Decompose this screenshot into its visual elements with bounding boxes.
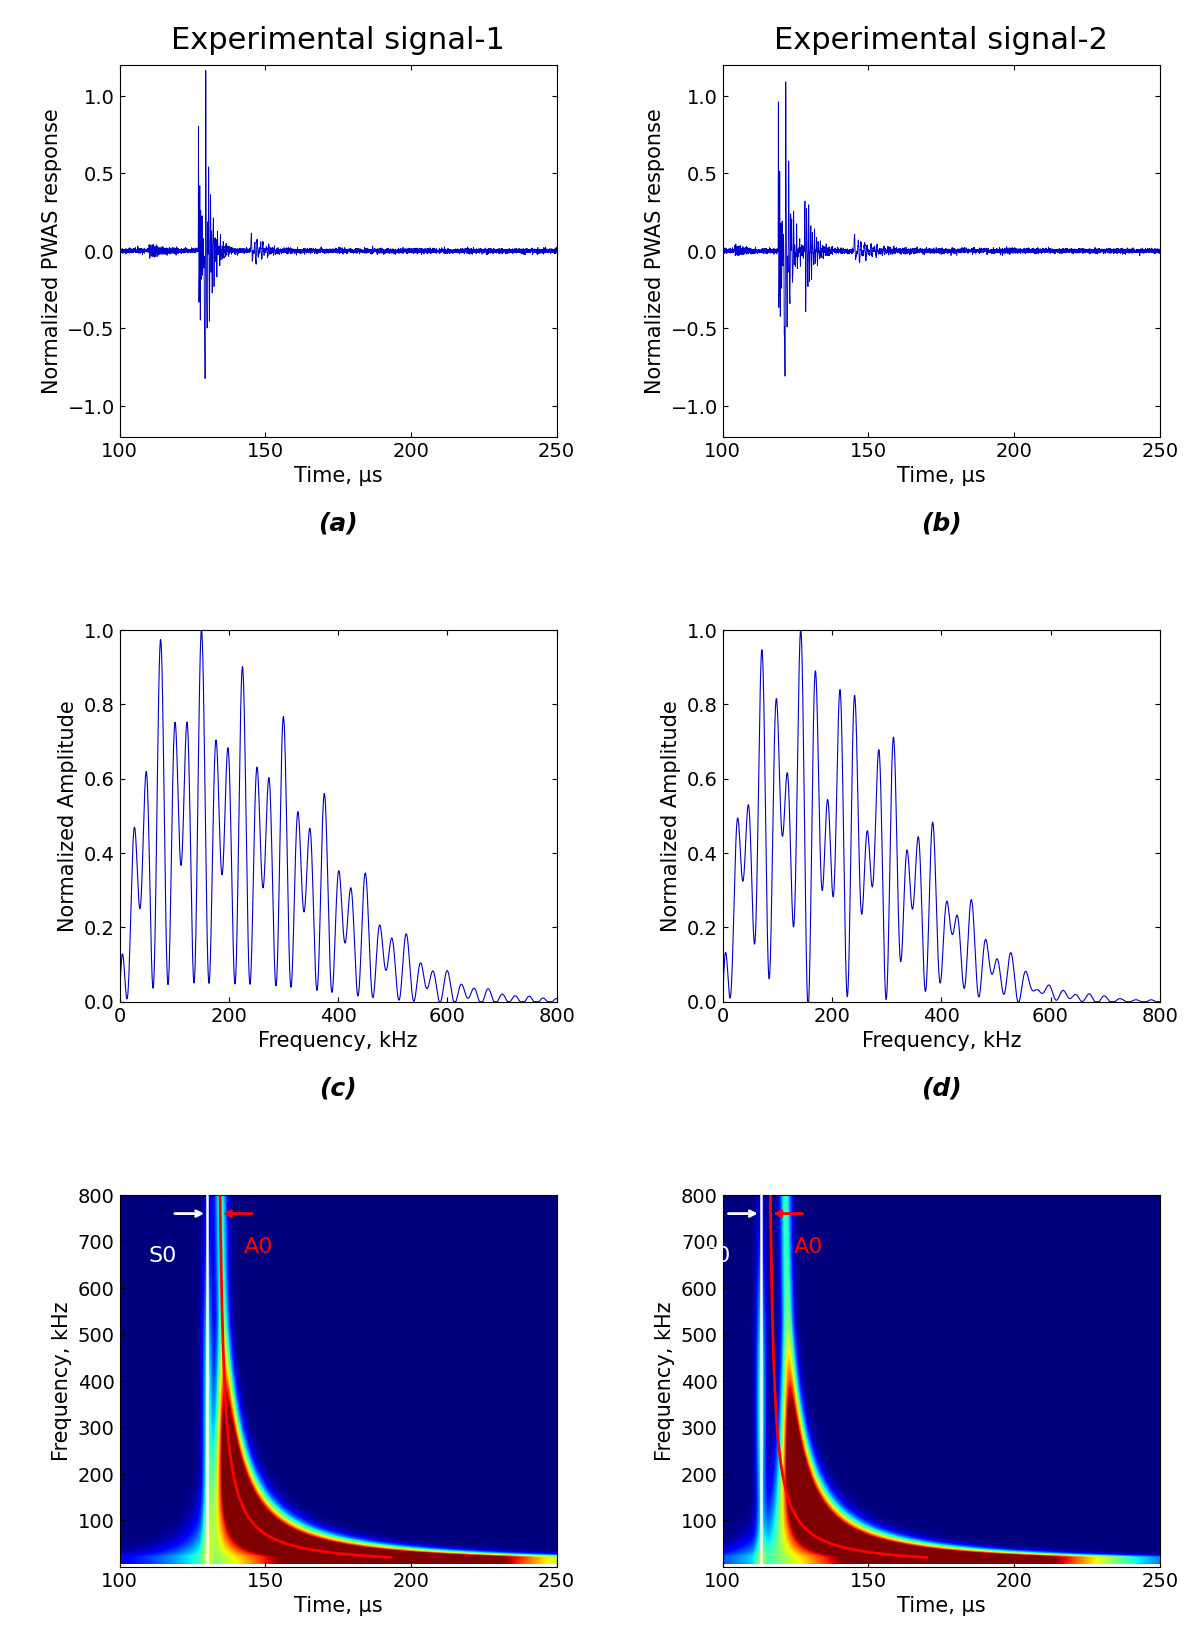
X-axis label: Frequency, kHz: Frequency, kHz <box>258 1031 417 1051</box>
Y-axis label: Normalized PWAS response: Normalized PWAS response <box>644 108 664 393</box>
Y-axis label: Normalized Amplitude: Normalized Amplitude <box>661 700 681 932</box>
X-axis label: Time, μs: Time, μs <box>294 467 382 486</box>
Text: (d): (d) <box>920 1075 961 1100</box>
Text: (c): (c) <box>319 1075 357 1100</box>
Y-axis label: Frequency, kHz: Frequency, kHz <box>655 1301 675 1461</box>
Y-axis label: Frequency, kHz: Frequency, kHz <box>53 1301 72 1461</box>
Text: S0: S0 <box>148 1247 177 1266</box>
X-axis label: Time, μs: Time, μs <box>294 1596 382 1616</box>
Text: A0: A0 <box>793 1237 823 1257</box>
X-axis label: Time, μs: Time, μs <box>896 467 985 486</box>
Title: Experimental signal-2: Experimental signal-2 <box>774 26 1108 54</box>
Text: (b): (b) <box>920 511 961 535</box>
Text: S0: S0 <box>701 1247 730 1266</box>
X-axis label: Time, μs: Time, μs <box>896 1596 985 1616</box>
Text: (a): (a) <box>318 511 357 535</box>
Y-axis label: Normalized PWAS response: Normalized PWAS response <box>42 108 62 393</box>
Text: A0: A0 <box>244 1237 272 1257</box>
X-axis label: Frequency, kHz: Frequency, kHz <box>862 1031 1021 1051</box>
Title: Experimental signal-1: Experimental signal-1 <box>171 26 504 54</box>
Y-axis label: Normalized Amplitude: Normalized Amplitude <box>59 700 78 932</box>
